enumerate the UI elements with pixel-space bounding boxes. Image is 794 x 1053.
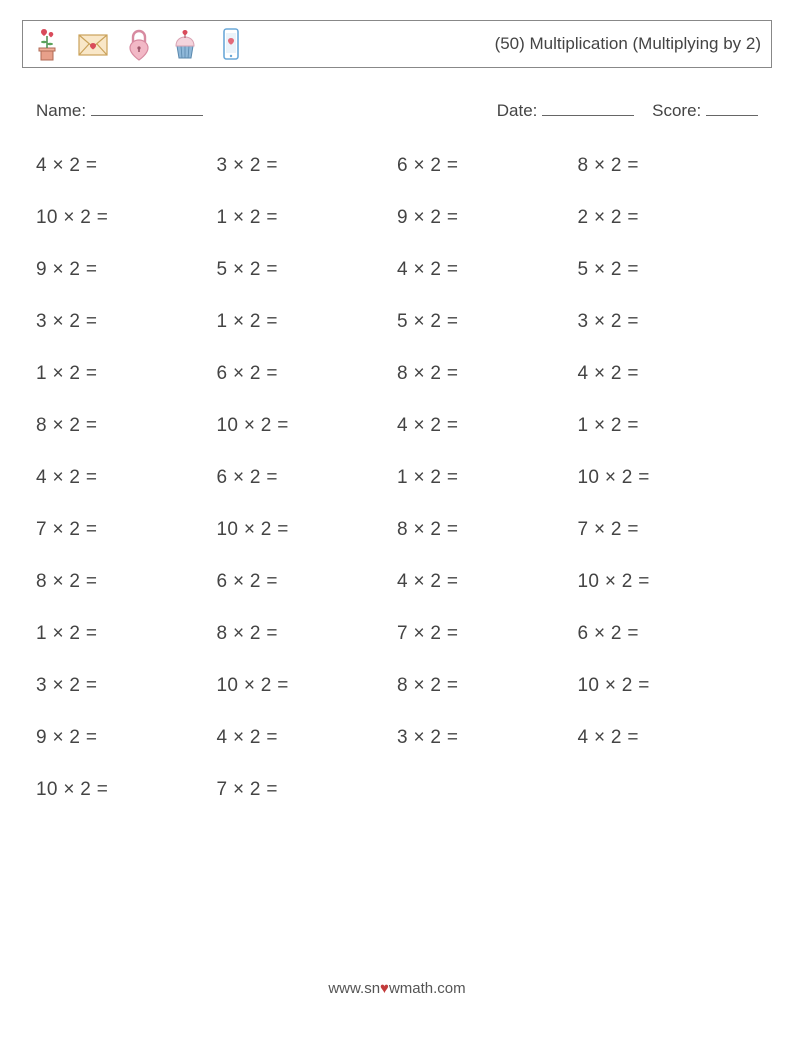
- love-letter-icon: [75, 26, 111, 62]
- problem-cell: 8 × 2 =: [217, 623, 398, 645]
- problem-cell: 3 × 2 =: [36, 675, 217, 697]
- footer-suffix: .com: [433, 980, 466, 997]
- problem-cell: 8 × 2 =: [36, 415, 217, 437]
- problem-cell: 4 × 2 =: [578, 363, 759, 385]
- score-field: Score:: [652, 98, 758, 121]
- flower-pot-heart-icon: [29, 26, 65, 62]
- problems-grid: 4 × 2 =3 × 2 =6 × 2 =8 × 2 =10 × 2 =1 × …: [22, 155, 772, 801]
- problem-cell: 1 × 2 =: [397, 467, 578, 489]
- info-fields-row: Name: Date: Score:: [22, 98, 772, 121]
- problem-cell: 6 × 2 =: [217, 467, 398, 489]
- problem-cell: 5 × 2 =: [397, 311, 578, 333]
- problem-cell: 10 × 2 =: [217, 675, 398, 697]
- worksheet-page: (50) Multiplication (Multiplying by 2) N…: [0, 0, 794, 801]
- problem-cell: 6 × 2 =: [217, 363, 398, 385]
- footer-after: wmath: [389, 980, 433, 997]
- problem-cell: 7 × 2 =: [217, 779, 398, 801]
- problem-cell: 10 × 2 =: [578, 571, 759, 593]
- date-blank-line[interactable]: [542, 98, 634, 116]
- header-icon-row: [29, 26, 249, 62]
- problem-cell: 4 × 2 =: [397, 415, 578, 437]
- problem-cell: 3 × 2 =: [36, 311, 217, 333]
- score-label: Score:: [652, 101, 701, 120]
- problem-cell: 7 × 2 =: [397, 623, 578, 645]
- problem-cell: 4 × 2 =: [397, 571, 578, 593]
- footer-prefix: www.: [328, 980, 364, 997]
- problem-cell: 1 × 2 =: [217, 311, 398, 333]
- problem-cell: 9 × 2 =: [36, 259, 217, 281]
- problem-cell: 4 × 2 =: [397, 259, 578, 281]
- footer: www.sn♥wmath.com: [0, 980, 794, 997]
- problem-cell: 7 × 2 =: [578, 519, 759, 541]
- problem-cell: 6 × 2 =: [397, 155, 578, 177]
- worksheet-title: (50) Multiplication (Multiplying by 2): [495, 34, 761, 54]
- problem-cell: 8 × 2 =: [397, 519, 578, 541]
- footer-mid: sn: [364, 980, 380, 997]
- problem-cell: [397, 779, 578, 801]
- problem-cell: 1 × 2 =: [217, 207, 398, 229]
- header-bar: (50) Multiplication (Multiplying by 2): [22, 20, 772, 68]
- heart-lock-icon: [121, 26, 157, 62]
- score-blank-line[interactable]: [706, 98, 758, 116]
- cupcake-heart-icon: [167, 26, 203, 62]
- problem-cell: 6 × 2 =: [578, 623, 759, 645]
- problem-cell: 1 × 2 =: [578, 415, 759, 437]
- heart-icon: ♥: [380, 980, 389, 997]
- phone-heart-icon: [213, 26, 249, 62]
- problem-cell: 8 × 2 =: [578, 155, 759, 177]
- problem-cell: 5 × 2 =: [578, 259, 759, 281]
- problem-cell: 8 × 2 =: [397, 363, 578, 385]
- problem-cell: [578, 779, 759, 801]
- name-label: Name:: [36, 101, 86, 120]
- problem-cell: 5 × 2 =: [217, 259, 398, 281]
- problem-cell: 4 × 2 =: [36, 155, 217, 177]
- problem-cell: 3 × 2 =: [217, 155, 398, 177]
- problem-cell: 10 × 2 =: [36, 779, 217, 801]
- problem-cell: 3 × 2 =: [397, 727, 578, 749]
- name-blank-line[interactable]: [91, 98, 203, 116]
- problem-cell: 10 × 2 =: [578, 467, 759, 489]
- problem-cell: 8 × 2 =: [397, 675, 578, 697]
- problem-cell: 10 × 2 =: [217, 415, 398, 437]
- problem-cell: 9 × 2 =: [36, 727, 217, 749]
- problem-cell: 4 × 2 =: [217, 727, 398, 749]
- problem-cell: 9 × 2 =: [397, 207, 578, 229]
- date-field: Date:: [497, 98, 634, 121]
- problem-cell: 10 × 2 =: [217, 519, 398, 541]
- problem-cell: 3 × 2 =: [578, 311, 759, 333]
- problem-cell: 4 × 2 =: [578, 727, 759, 749]
- problem-cell: 10 × 2 =: [578, 675, 759, 697]
- problem-cell: 2 × 2 =: [578, 207, 759, 229]
- date-label: Date:: [497, 101, 538, 120]
- problem-cell: 1 × 2 =: [36, 363, 217, 385]
- problem-cell: 10 × 2 =: [36, 207, 217, 229]
- problem-cell: 4 × 2 =: [36, 467, 217, 489]
- footer-url: www.sn♥wmath.com: [328, 980, 465, 997]
- problem-cell: 1 × 2 =: [36, 623, 217, 645]
- problem-cell: 8 × 2 =: [36, 571, 217, 593]
- name-field: Name:: [36, 98, 203, 121]
- problem-cell: 6 × 2 =: [217, 571, 398, 593]
- problem-cell: 7 × 2 =: [36, 519, 217, 541]
